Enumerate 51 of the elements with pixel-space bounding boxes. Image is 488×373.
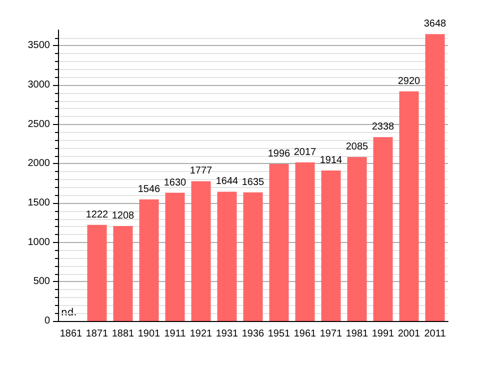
x-tick-label: 1911 [164,328,186,340]
y-tick-label: 500 [33,276,50,288]
y-tick-label: 1500 [28,198,50,209]
bar [191,181,211,321]
bar [243,192,263,321]
x-tick-label: 1931 [216,328,239,340]
bar [425,34,445,321]
y-tick-label: 2500 [28,118,50,130]
data-label: 1208 [112,210,135,222]
y-tick-label: 2000 [28,158,50,170]
data-label: 1914 [320,154,343,166]
bar [399,91,419,321]
data-label: 1777 [190,166,213,177]
data-label: 1630 [164,177,187,188]
data-label: 1635 [242,176,265,188]
data-label: 2017 [294,146,317,158]
y-tick-label: 1000 [28,236,50,248]
x-tick-label: 2001 [398,328,421,340]
bar [373,137,393,321]
x-tick-label: 1981 [346,328,369,340]
data-label: 2920 [398,76,421,87]
bar [347,157,367,321]
x-tick-label: 1991 [372,328,395,340]
data-label: 3648 [424,18,447,30]
bar [139,199,159,321]
bar [269,164,289,321]
x-tick-label: 1881 [112,328,135,340]
x-tick-label: 1961 [294,328,317,340]
x-tick-label: 1871 [86,328,109,340]
bar [113,226,133,321]
bar [217,192,237,321]
x-tick-label: 1901 [138,328,161,340]
x-tick-label: 1951 [268,328,291,340]
bar [165,192,185,321]
y-tick-label: 0 [44,316,50,326]
bar [295,162,315,321]
data-label: 1644 [216,176,239,188]
y-tick-label: 3500 [28,40,50,52]
data-label: 1546 [138,184,161,195]
x-tick-label: 1861 [60,328,83,340]
x-tick-label: 2011 [424,328,446,340]
bar [321,170,341,321]
data-label: 2085 [346,142,369,153]
data-label: 1222 [86,209,109,220]
x-tick-label: 1936 [242,328,265,340]
y-tick-label: 3000 [28,80,50,91]
bar [87,224,107,321]
data-label: 1996 [268,148,291,160]
data-label: 2338 [372,122,395,133]
x-tick-label: 1971 [320,328,343,340]
x-tick-label: 1921 [190,328,213,340]
